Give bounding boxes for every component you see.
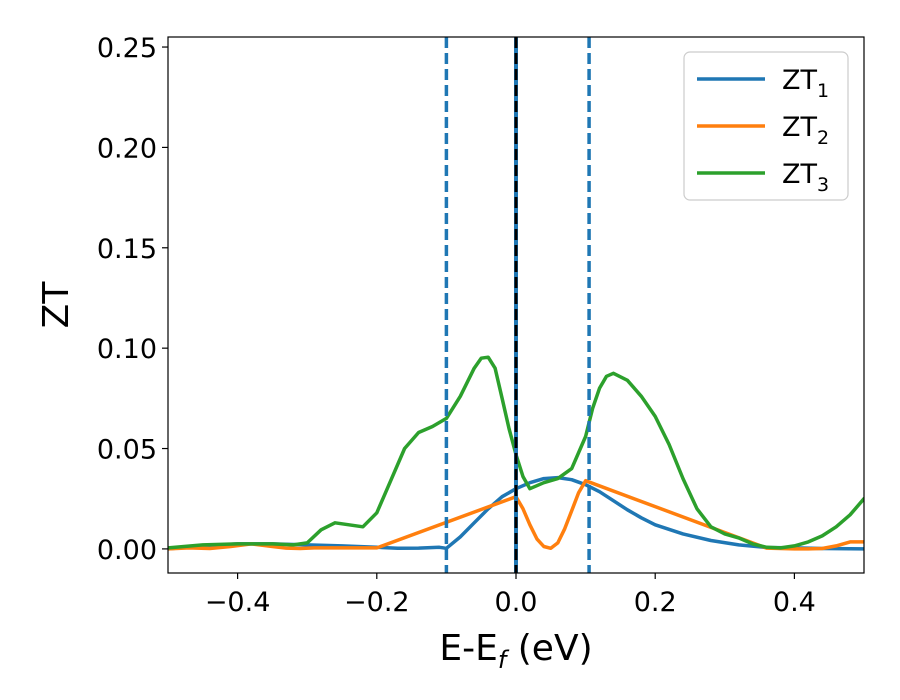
series-line-zt3 xyxy=(168,355,864,550)
y-tick-label: 0.15 xyxy=(97,234,157,265)
y-axis-ticks: 0.00 0.05 0.10 0.15 0.20 0.25 xyxy=(97,33,168,566)
x-axis-label: E-Ef (eV) xyxy=(439,628,592,674)
y-tick-label: 0.25 xyxy=(97,33,157,64)
x-axis-label-main: E-E xyxy=(439,628,497,669)
x-tick-label: −0.4 xyxy=(205,587,271,618)
legend: ZT1 ZT2 ZT3 xyxy=(683,51,849,201)
x-axis-label-unit: (eV) xyxy=(506,628,592,669)
y-tick-label: 0.20 xyxy=(97,133,157,164)
y-axis-label: ZT xyxy=(36,281,77,329)
x-tick-label: 0.0 xyxy=(495,587,538,618)
x-tick-label: 0.2 xyxy=(634,587,677,618)
legend-label: ZT3 xyxy=(782,159,829,196)
legend-box xyxy=(683,51,849,201)
legend-label: ZT1 xyxy=(782,65,829,102)
x-tick-label: 0.4 xyxy=(773,587,816,618)
plot-area xyxy=(168,37,864,573)
x-tick-label: −0.2 xyxy=(344,587,410,618)
y-tick-label: 0.10 xyxy=(97,334,157,365)
y-tick-label: 0.05 xyxy=(97,435,157,466)
y-tick-label: 0.00 xyxy=(97,535,157,566)
x-axis-ticks: −0.4 −0.2 0.0 0.2 0.4 xyxy=(205,573,816,618)
legend-label: ZT2 xyxy=(782,112,829,149)
